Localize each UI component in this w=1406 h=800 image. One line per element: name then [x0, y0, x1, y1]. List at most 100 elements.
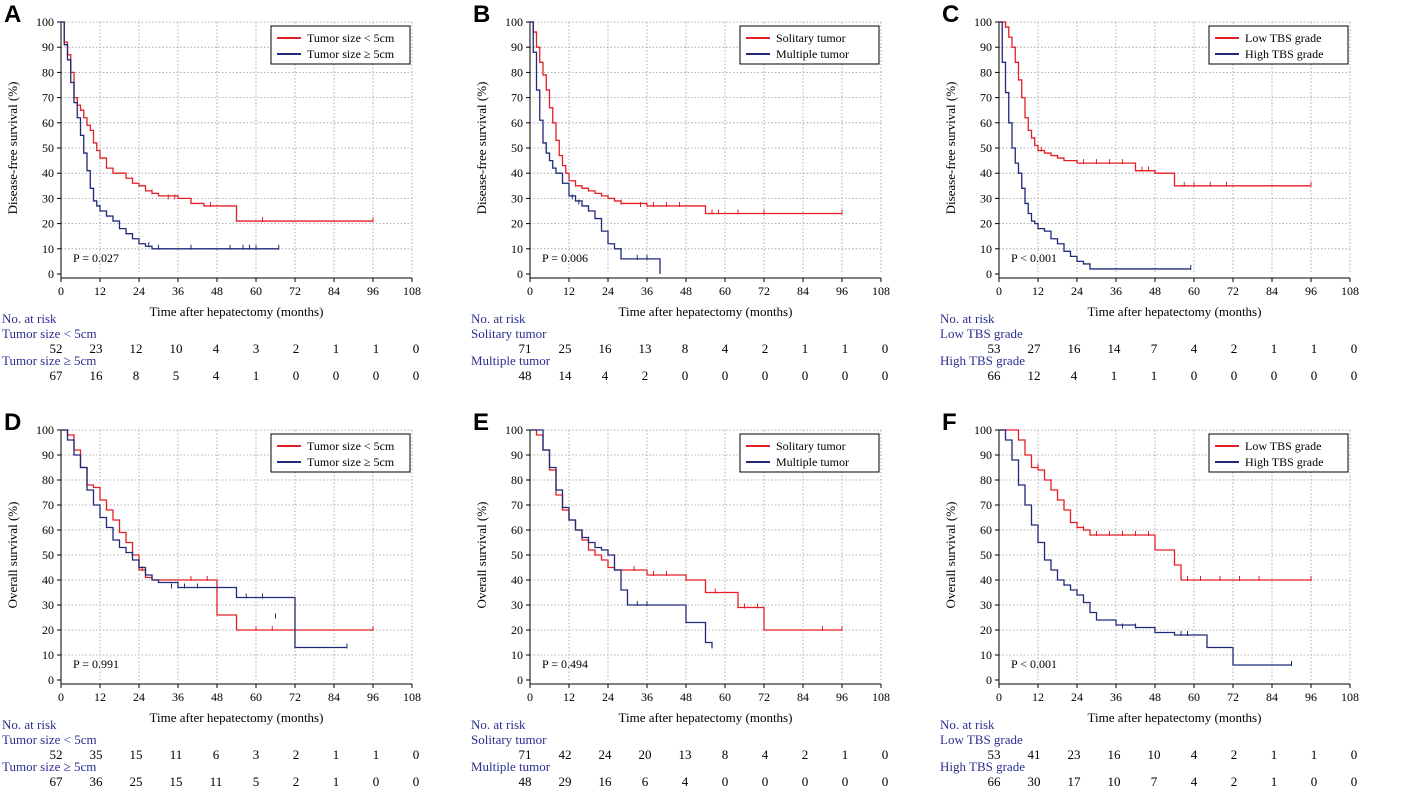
y-axis-label: Overall survival (%) [943, 502, 958, 609]
y-tick-label: 90 [511, 448, 523, 462]
risk-value: 0 [413, 747, 420, 762]
y-tick-label: 20 [511, 217, 523, 231]
risk-value: 13 [679, 747, 692, 762]
y-axis-label: Overall survival (%) [5, 502, 20, 609]
risk-value: 67 [50, 368, 64, 383]
y-tick-label: 0 [986, 267, 992, 281]
y-tick-label: 80 [511, 473, 523, 487]
risk-value: 1 [1111, 368, 1118, 383]
risk-value: 2 [802, 747, 809, 762]
x-tick-label: 60 [719, 284, 731, 298]
risk-value: 1 [253, 368, 260, 383]
y-tick-label: 80 [980, 473, 992, 487]
y-tick-label: 70 [511, 498, 523, 512]
risk-value: 15 [130, 747, 143, 762]
risk-value: 3 [253, 341, 260, 356]
x-tick-label: 84 [328, 690, 340, 704]
legend: Tumor size < 5cm Tumor size ≥ 5cm [270, 25, 411, 65]
risk-value: 3 [253, 747, 260, 762]
risk-value: 10 [170, 341, 183, 356]
legend-box [1208, 433, 1349, 473]
y-tick-label: 50 [42, 548, 54, 562]
x-tick-label: 48 [211, 690, 223, 704]
risk-value: 0 [802, 368, 809, 383]
legend-label: Multiple tumor [776, 455, 849, 469]
y-tick-label: 40 [980, 166, 992, 180]
panel-letter: F [942, 409, 957, 436]
legend-box [1208, 25, 1349, 65]
x-tick-label: 12 [563, 690, 575, 704]
x-tick-label: 84 [1266, 284, 1278, 298]
legend-box [739, 433, 880, 473]
y-tick-label: 100 [36, 15, 54, 29]
y-tick-label: 10 [511, 242, 523, 256]
x-tick-label: 108 [1341, 690, 1359, 704]
risk-value: 42 [559, 747, 572, 762]
risk-value: 0 [802, 774, 809, 789]
x-tick-label: 72 [289, 690, 301, 704]
risk-value: 6 [642, 774, 649, 789]
x-tick-label: 108 [403, 690, 421, 704]
panel-letter: D [4, 409, 21, 436]
y-tick-label: 60 [511, 523, 523, 537]
x-tick-label: 24 [133, 690, 145, 704]
risk-value: 1 [842, 341, 849, 356]
legend: Solitary tumor Multiple tumor [739, 433, 880, 473]
x-tick-label: 12 [563, 284, 575, 298]
y-tick-label: 40 [511, 573, 523, 587]
y-tick-label: 0 [517, 267, 523, 281]
y-tick-label: 20 [42, 217, 54, 231]
x-tick-label: 24 [602, 690, 614, 704]
x-tick-label: 96 [1305, 690, 1317, 704]
p-value: P = 0.494 [542, 657, 588, 671]
y-tick-label: 30 [42, 191, 54, 205]
risk-value: 2 [1231, 341, 1238, 356]
x-tick-label: 60 [719, 690, 731, 704]
legend-box [270, 25, 411, 65]
x-tick-label: 36 [1110, 690, 1122, 704]
risk-value: 13 [639, 341, 652, 356]
legend: Low TBS grade High TBS grade [1208, 433, 1349, 473]
x-tick-label: 12 [1032, 284, 1044, 298]
x-tick-label: 72 [758, 690, 770, 704]
legend-label: Solitary tumor [776, 31, 846, 45]
risk-value: 4 [1071, 368, 1078, 383]
risk-value: 23 [90, 341, 103, 356]
y-tick-label: 70 [511, 91, 523, 105]
legend-box [739, 25, 880, 65]
risk-value: 16 [599, 774, 613, 789]
x-tick-label: 36 [641, 690, 653, 704]
risk-value: 0 [842, 368, 849, 383]
risk-value: 10 [1148, 747, 1161, 762]
risk-group-label: Tumor size < 5cm [2, 732, 97, 747]
risk-value: 53 [988, 341, 1001, 356]
y-tick-label: 30 [980, 598, 992, 612]
risk-value: 2 [293, 774, 300, 789]
y-tick-label: 70 [980, 91, 992, 105]
legend-label: Tumor size < 5cm [307, 31, 395, 45]
y-tick-label: 0 [48, 267, 54, 281]
survival-curve-red [61, 21, 373, 222]
risk-value: 1 [1271, 341, 1278, 356]
y-tick-label: 20 [511, 623, 523, 637]
y-tick-label: 80 [42, 473, 54, 487]
y-tick-label: 10 [511, 648, 523, 662]
x-tick-label: 108 [872, 690, 890, 704]
y-tick-label: 80 [42, 65, 54, 79]
x-tick-label: 0 [996, 690, 1002, 704]
risk-value: 16 [1068, 341, 1082, 356]
risk-value: 4 [1191, 747, 1198, 762]
y-tick-label: 90 [511, 40, 523, 54]
y-tick-label: 60 [511, 116, 523, 130]
panel-letter: A [4, 1, 21, 28]
risk-value: 0 [1231, 368, 1238, 383]
y-axis-label: Disease-free survival (%) [474, 82, 489, 215]
risk-value: 17 [1068, 774, 1082, 789]
survival-curve-blue [999, 429, 1292, 666]
legend-label: Tumor size ≥ 5cm [307, 455, 395, 469]
risk-group-label: Tumor size < 5cm [2, 326, 97, 341]
